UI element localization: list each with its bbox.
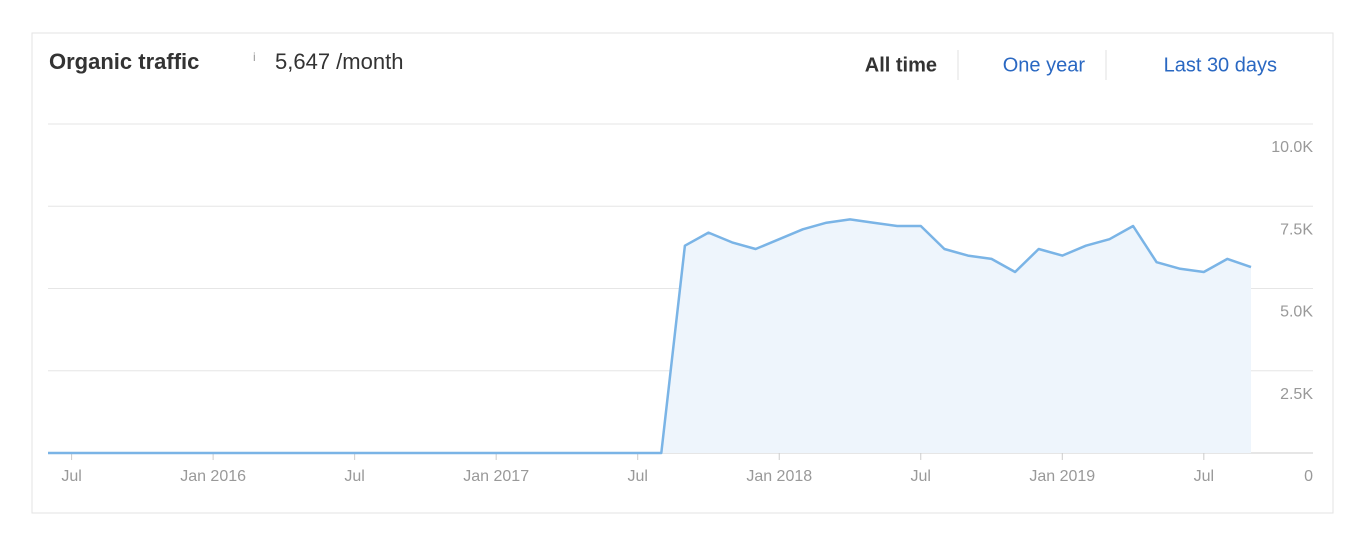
- x-tick-label: Jul: [344, 468, 364, 485]
- area: [48, 219, 1251, 453]
- y-tick-label: 10.0K: [1271, 139, 1313, 156]
- x-tick-label: Jul: [61, 468, 81, 485]
- x-tick-label: Jan 2016: [180, 468, 246, 485]
- title: Organic traffic: [49, 49, 199, 74]
- x-tick-label: Jan 2019: [1029, 468, 1095, 485]
- y-tick-label: 5.0K: [1280, 304, 1313, 321]
- y-tick-label: 2.5K: [1280, 386, 1313, 403]
- traffic-value: 5,647 /month: [275, 49, 403, 74]
- time-tab[interactable]: Last 30 days: [1164, 54, 1277, 76]
- x-tick-label: Jan 2017: [463, 468, 529, 485]
- x-tick-label: Jul: [1194, 468, 1214, 485]
- y-tick-label: 7.5K: [1280, 221, 1313, 238]
- x-tick-label: Jan 2018: [746, 468, 812, 485]
- line: [48, 218, 1252, 455]
- x-tick-label: Jul: [911, 468, 931, 485]
- time-tab[interactable]: All time: [865, 54, 937, 76]
- time-tab[interactable]: One year: [1003, 54, 1086, 76]
- info-icon[interactable]: i: [253, 50, 256, 64]
- x-tick-label: Jul: [627, 468, 647, 485]
- y-tick-label: 0: [1304, 468, 1313, 485]
